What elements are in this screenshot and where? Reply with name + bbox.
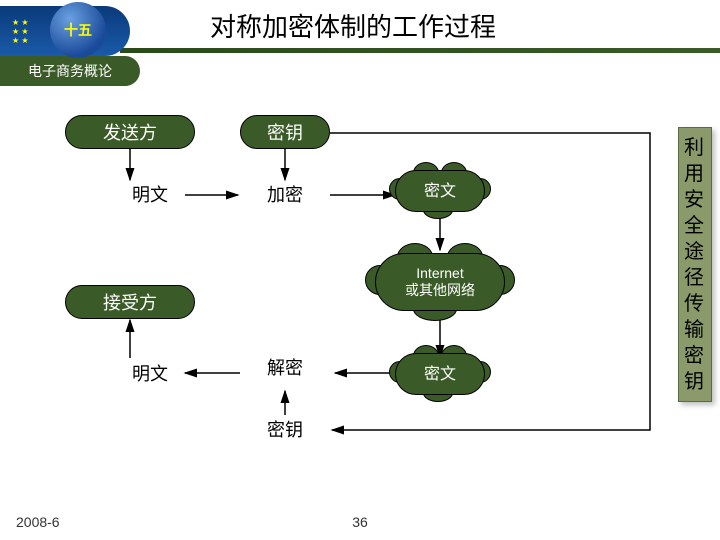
footer-date: 2008-6 bbox=[16, 514, 60, 530]
diagram-area: 发送方 密钥 明文 加密 密文 Internet 或其他网络 接受方 明文 解密… bbox=[0, 95, 720, 515]
footer-page: 36 bbox=[352, 514, 368, 530]
node-plaintext-top: 明文 bbox=[115, 180, 185, 208]
node-internet: Internet 或其他网络 bbox=[375, 253, 505, 311]
node-plaintext-bottom: 明文 bbox=[115, 359, 185, 387]
node-receiver: 接受方 bbox=[65, 285, 195, 319]
page-title: 对称加密体制的工作过程 bbox=[120, 0, 720, 50]
logo: ★ ★★ ★★ ★ 十五 bbox=[0, 0, 130, 62]
node-decrypt: 解密 bbox=[240, 353, 330, 381]
sidebar-note: 利用安全途径传输密钥 bbox=[678, 127, 712, 402]
node-key-top: 密钥 bbox=[240, 115, 330, 149]
title-underline bbox=[120, 48, 720, 53]
node-encrypt: 加密 bbox=[240, 180, 330, 208]
node-ciphertext-bottom: 密文 bbox=[395, 353, 485, 395]
node-sender: 发送方 bbox=[65, 115, 195, 149]
node-ciphertext-top: 密文 bbox=[395, 170, 485, 212]
node-key-bottom: 密钥 bbox=[240, 415, 330, 443]
header: 对称加密体制的工作过程 电子商务概论 ★ ★★ ★★ ★ 十五 bbox=[0, 0, 720, 68]
logo-text: 十五 bbox=[50, 2, 106, 58]
